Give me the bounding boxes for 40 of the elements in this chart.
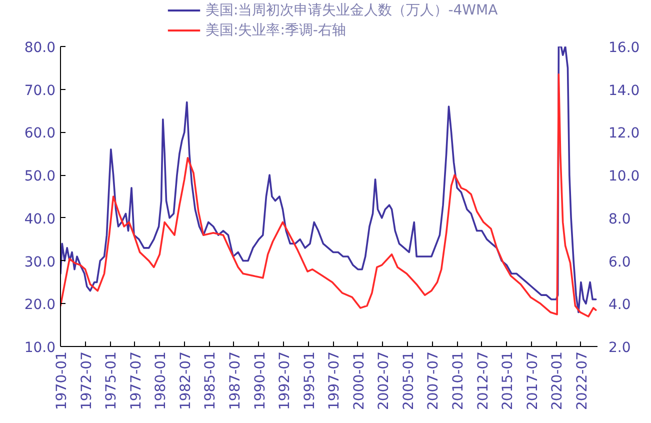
x-tick-label: 2005-01 — [401, 351, 418, 410]
legend-label: 美国:失业率:季调-右轴 — [205, 22, 346, 38]
x-tick-label: 1982-07 — [178, 351, 194, 410]
x-tick-label: 2002-07 — [376, 351, 392, 410]
x-tick-label: 1987-07 — [227, 351, 244, 410]
x-tick-label: 2000-01 — [351, 351, 368, 410]
x-tick-label: 2022-07 — [574, 351, 590, 410]
y-tick-label: 10.0 — [24, 340, 56, 356]
y2-tick-label: 2.0 — [608, 340, 631, 356]
x-tick-label: 1977-07 — [128, 351, 144, 410]
y-tick-label: 60.0 — [24, 126, 56, 142]
y2-tick-label: 10.0 — [608, 168, 640, 185]
x-tick-label: 1992-07 — [277, 351, 294, 410]
x-tick-label: 1997-07 — [326, 351, 343, 410]
x-tick-label: 2017-07 — [524, 351, 541, 410]
y2-tick-label: 8.0 — [608, 211, 631, 228]
y-tick-label: 80.0 — [24, 40, 56, 56]
y-tick-label: 70.0 — [24, 82, 56, 99]
y2-tick-label: 6.0 — [608, 254, 631, 270]
x-tick-label: 1970-01 — [54, 351, 70, 410]
x-tick-label: 2007-07 — [426, 351, 442, 410]
y2-tick-label: 14.0 — [608, 82, 640, 99]
x-tick-label: 2012-07 — [475, 351, 492, 410]
x-tick-label: 1995-01 — [302, 351, 318, 410]
y2-tick-label: 16.0 — [608, 40, 640, 56]
y2-tick-label: 12.0 — [608, 126, 640, 142]
y-tick-label: 30.0 — [24, 254, 56, 270]
legend-label: 美国:当周初次申请失业金人数（万人）-4WMA — [205, 2, 498, 18]
y-tick-label: 50.0 — [24, 168, 56, 185]
x-tick-label: 1975-01 — [104, 351, 120, 410]
y-tick-label: 40.0 — [24, 211, 56, 228]
x-tick-label: 1980-01 — [153, 351, 170, 410]
x-tick-label: 1990-01 — [252, 351, 268, 410]
x-tick-label: 1972-07 — [78, 351, 95, 410]
x-tick-label: 2020-01 — [550, 351, 566, 410]
x-tick-label: 1985-01 — [202, 351, 219, 410]
x-tick-label: 2015-01 — [500, 351, 516, 410]
y-tick-label: 20.0 — [24, 297, 56, 314]
x-tick-label: 2010-01 — [450, 351, 467, 410]
y2-tick-label: 4.0 — [608, 297, 631, 314]
